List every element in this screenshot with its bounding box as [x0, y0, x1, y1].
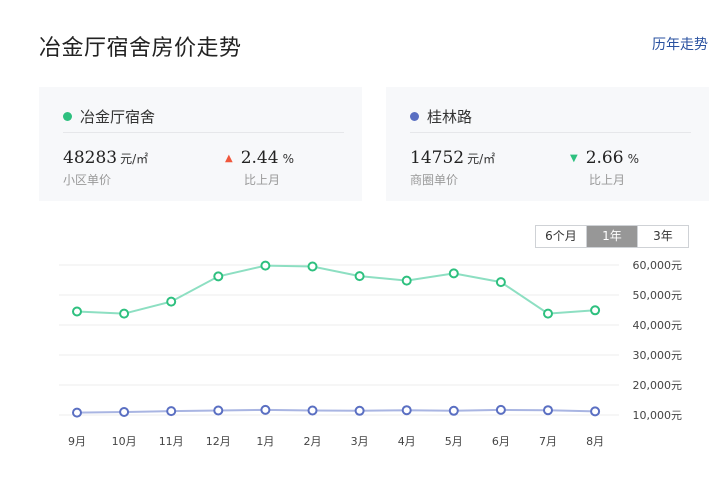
data-point [495, 277, 506, 288]
district-name: 桂林路 [427, 108, 473, 126]
data-point [495, 404, 506, 415]
data-point [260, 404, 271, 415]
y-tick-label: 40,000元 [633, 319, 683, 332]
data-point [448, 405, 459, 416]
series-line [76, 408, 596, 414]
x-tick-label: 3月 [351, 435, 369, 448]
community-change-value: 2.44 [240, 148, 279, 168]
data-point [166, 406, 177, 417]
data-point [307, 261, 318, 272]
x-tick-label: 12月 [206, 435, 231, 448]
data-point [119, 308, 130, 319]
x-tick-label: 11月 [159, 435, 184, 448]
card-header: 桂林路 [410, 101, 691, 133]
x-tick-label: 2月 [304, 435, 322, 448]
community-price-value: 48283 [63, 148, 118, 168]
up-arrow-icon: ▲ [225, 153, 233, 164]
community-price-label: 小区单价 [63, 173, 112, 187]
district-price-card: 桂林路 14752 元/㎡ 商圈单价 ▼ 2.66% 比上月 [386, 87, 709, 201]
community-change-label: 比上月 [244, 173, 281, 187]
y-tick-label: 30,000元 [633, 349, 683, 362]
x-tick-label: 9月 [68, 435, 86, 448]
data-point [166, 296, 177, 307]
data-point [119, 407, 130, 417]
data-point [213, 271, 224, 282]
data-point [448, 268, 459, 279]
data-point [72, 407, 82, 418]
y-tick-label: 50,000元 [633, 289, 683, 302]
data-point [543, 405, 553, 416]
tab-1-year[interactable]: 1年 [586, 226, 637, 247]
x-tick-label: 6月 [492, 435, 510, 448]
y-tick-label: 10,000元 [633, 409, 683, 422]
data-point [590, 406, 601, 417]
tab-3-years[interactable]: 3年 [637, 226, 688, 247]
community-change-unit: % [282, 152, 294, 166]
community-price-unit: 元/㎡ [120, 152, 149, 166]
card-header: 冶金厅宿舍 [63, 101, 344, 133]
community-name: 冶金厅宿舍 [80, 108, 156, 126]
district-change: ▼ 2.66% 比上月 [570, 148, 639, 188]
data-point [260, 260, 271, 271]
down-arrow-icon: ▼ [570, 153, 578, 164]
data-point [354, 271, 365, 282]
x-tick-label: 8月 [586, 435, 604, 448]
community-price: 48283 元/㎡ 小区单价 [63, 148, 148, 188]
x-tick-label: 1月 [256, 435, 274, 448]
district-change-unit: % [627, 152, 639, 166]
data-point [401, 275, 412, 286]
series-line [76, 264, 596, 315]
history-trend-link[interactable]: 历年走势 [652, 37, 708, 53]
data-point [401, 405, 412, 416]
data-point [307, 405, 318, 416]
y-tick-label: 20,000元 [633, 379, 683, 392]
x-tick-label: 5月 [445, 435, 463, 448]
x-tick-label: 7月 [539, 435, 557, 448]
data-point [354, 405, 365, 416]
data-point [72, 306, 82, 317]
y-tick-label: 60,000元 [633, 259, 683, 272]
community-change: ▲ 2.44% 比上月 [225, 148, 294, 188]
page-title: 冶金厅宿舍房价走势 [39, 36, 242, 61]
district-change-label: 比上月 [589, 173, 626, 187]
community-dot-icon [63, 112, 72, 121]
district-dot-icon [410, 112, 419, 121]
district-price-value: 14752 [410, 148, 465, 168]
x-tick-label: 4月 [398, 435, 416, 448]
x-tick-label: 10月 [112, 435, 137, 448]
district-price-label: 商圈单价 [410, 173, 459, 187]
data-point [590, 305, 601, 316]
district-change-value: 2.66 [585, 148, 624, 168]
district-price-unit: 元/㎡ [467, 152, 496, 166]
community-price-card: 冶金厅宿舍 48283 元/㎡ 小区单价 ▲ 2.44% 比上月 [39, 87, 362, 201]
tab-6-months[interactable]: 6个月 [536, 226, 586, 247]
range-tabs: 6个月 1年 3年 [535, 225, 689, 248]
data-point [543, 308, 553, 319]
district-price: 14752 元/㎡ 商圈单价 [410, 148, 495, 188]
data-point [213, 405, 224, 416]
